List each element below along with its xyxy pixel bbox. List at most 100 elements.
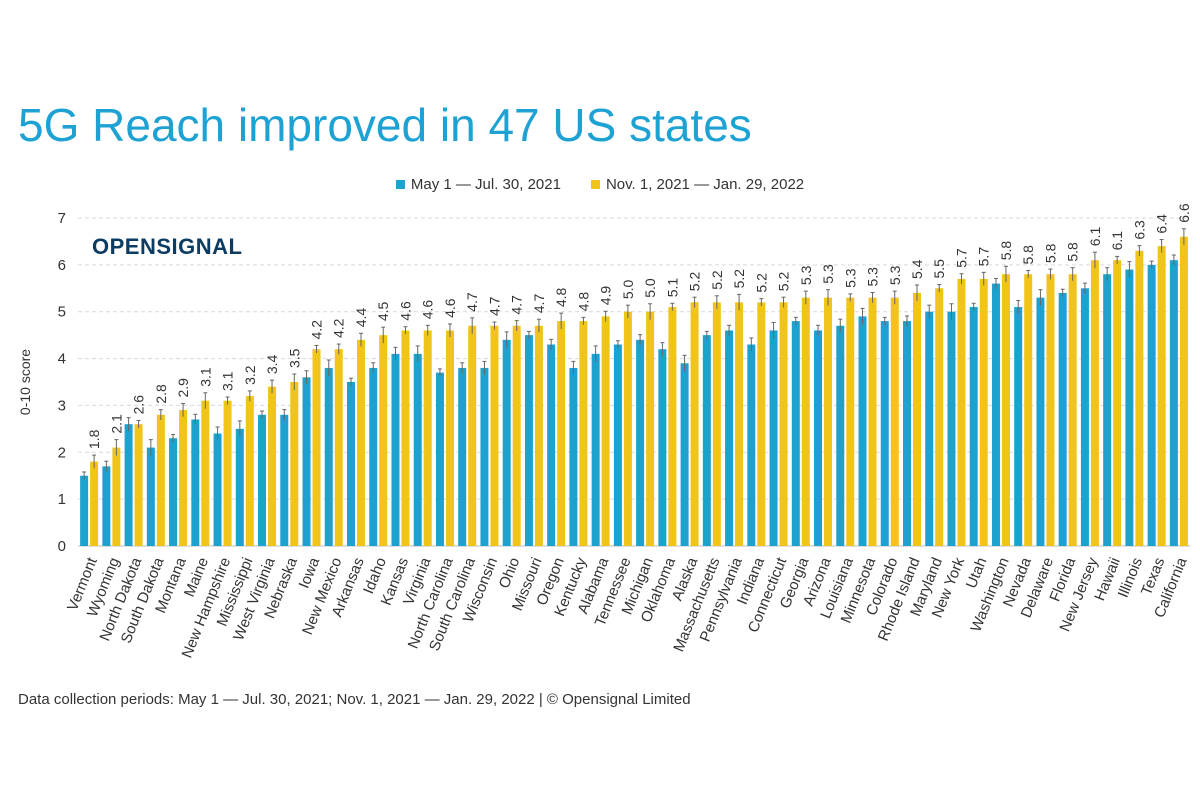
bar-series1 <box>547 344 556 546</box>
bar-series2 <box>268 386 277 546</box>
bar-series1 <box>1125 269 1134 546</box>
bar-series2 <box>1113 260 1122 546</box>
data-label-series2: 5.3 <box>842 268 858 288</box>
data-label-series2: 5.2 <box>776 272 792 292</box>
y-tick-label: 6 <box>58 257 66 274</box>
bar-series1 <box>102 466 111 546</box>
data-label-series2: 4.6 <box>397 301 413 321</box>
data-label-series2: 5.3 <box>798 265 814 285</box>
bar-series1 <box>680 363 689 546</box>
data-label-series2: 5.2 <box>731 269 747 289</box>
data-label-series2: 5.8 <box>998 241 1014 261</box>
data-label-series2: 6.3 <box>1131 220 1147 240</box>
bar-series1 <box>280 414 289 546</box>
bar-series1 <box>347 382 355 546</box>
bar-series1 <box>302 377 311 546</box>
data-label-series2: 4.8 <box>553 287 569 307</box>
data-label-series2: 4.7 <box>531 294 547 314</box>
bar-series1 <box>1169 260 1178 546</box>
bar-series2 <box>868 297 877 546</box>
bar-series1 <box>925 311 934 546</box>
bar-series2 <box>1135 250 1144 547</box>
legend-item-series2: Nov. 1, 2021 — Jan. 29, 2022 <box>590 176 805 193</box>
bar-series1 <box>569 367 578 546</box>
data-label-series2: 4.7 <box>486 296 502 316</box>
bar-series1 <box>858 316 867 546</box>
bar-series2 <box>646 311 655 546</box>
bar-series2 <box>90 461 99 546</box>
bar-series2 <box>935 288 944 546</box>
bar-series1 <box>613 344 622 546</box>
data-label-series2: 2.6 <box>131 395 147 415</box>
bar-series1 <box>324 367 333 546</box>
bar-series1 <box>814 330 823 546</box>
bar-series2 <box>1046 274 1055 546</box>
bar-series2 <box>957 278 966 546</box>
bar-series2 <box>801 297 810 546</box>
y-tick-label: 3 <box>58 397 66 414</box>
data-label-series2: 6.1 <box>1087 227 1103 247</box>
data-label-series2: 3.5 <box>286 348 302 368</box>
bar-series1 <box>169 438 178 546</box>
legend-label-series2: Nov. 1, 2021 — Jan. 29, 2022 <box>605 176 805 193</box>
legend-swatch-series2 <box>590 180 600 189</box>
bar-series2 <box>334 349 343 546</box>
bar-series2 <box>846 297 855 546</box>
bar-series1 <box>235 428 244 546</box>
bar-series1 <box>191 419 200 546</box>
bar-series1 <box>769 330 778 546</box>
bar-series1 <box>747 344 756 546</box>
bar-series2 <box>357 339 365 546</box>
bar-series2 <box>779 302 788 546</box>
footer-note: Data collection periods: May 1 — Jul. 30… <box>18 691 691 708</box>
data-label-series2: 5.4 <box>909 259 925 279</box>
data-label-series2: 5.1 <box>664 278 680 298</box>
bar-series1 <box>124 424 133 546</box>
data-label-series2: 5.0 <box>620 279 636 299</box>
data-label-series2: 6.4 <box>1154 214 1170 234</box>
data-label-series2: 4.9 <box>598 286 614 306</box>
opensignal-logo: OPENSIGNAL <box>92 234 243 259</box>
bar-series1 <box>1147 264 1156 546</box>
bar-series2 <box>1157 246 1166 546</box>
bar-series1 <box>502 339 511 546</box>
legend-label-series1: May 1 — Jul. 30, 2021 <box>410 176 561 193</box>
bar-series2 <box>223 400 232 546</box>
bar-series2 <box>623 311 632 546</box>
bar-series1 <box>524 335 533 546</box>
data-label-series2: 2.1 <box>108 414 124 434</box>
bar-series2 <box>245 396 254 546</box>
data-label-series2: 4.4 <box>353 308 369 328</box>
bar-series2 <box>690 302 699 546</box>
bar-series1 <box>702 335 711 546</box>
y-tick-label: 5 <box>58 304 66 321</box>
bar-series2 <box>735 302 744 546</box>
data-label-series2: 2.9 <box>175 378 191 398</box>
bar-series2 <box>423 330 432 546</box>
bar-series1 <box>413 353 422 546</box>
data-label-series2: 1.8 <box>86 429 102 449</box>
bar-series1 <box>1080 288 1089 546</box>
chart-title: 5G Reach improved in 47 US states <box>18 99 752 151</box>
legend-item-series1: May 1 — Jul. 30, 2021 <box>395 176 561 193</box>
bar-series1 <box>1103 274 1112 546</box>
data-label-series2: 2.8 <box>153 384 169 404</box>
bar-series2 <box>824 297 833 546</box>
data-label-series2: 5.2 <box>709 270 725 290</box>
bar-series2 <box>379 335 388 546</box>
bar-series1 <box>80 475 89 546</box>
data-label-series2: 3.2 <box>242 365 258 385</box>
y-tick-label: 4 <box>58 351 66 368</box>
data-label-series2: 4.6 <box>420 300 436 320</box>
data-label-series2: 5.5 <box>931 259 947 279</box>
bar-series1 <box>969 307 978 546</box>
bar-series1 <box>146 447 155 546</box>
bar-series2 <box>134 424 143 546</box>
bar-series2 <box>534 325 543 546</box>
bar-series1 <box>658 349 667 546</box>
bar-series2 <box>1090 260 1099 546</box>
bar-series1 <box>636 339 645 546</box>
y-tick-label: 1 <box>58 491 66 508</box>
bar-series2 <box>668 307 677 546</box>
bar-series1 <box>435 372 444 546</box>
